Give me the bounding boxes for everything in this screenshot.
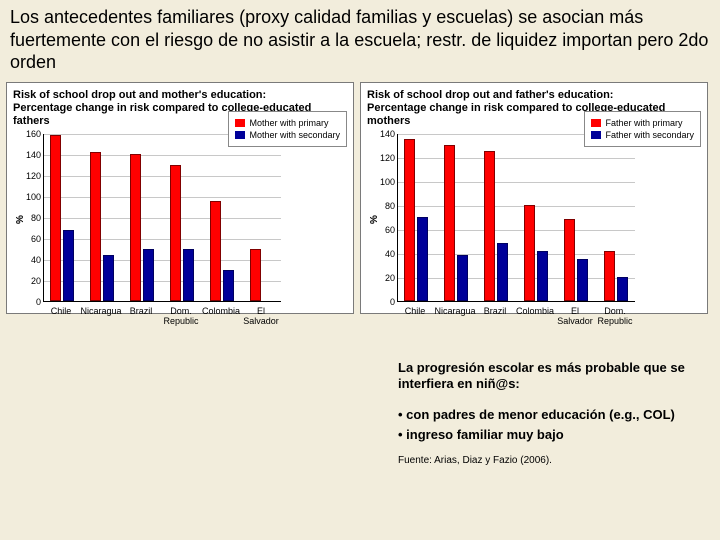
mother-chart-gridline: [44, 239, 281, 240]
mother-chart-gridline: [44, 281, 281, 282]
father-chart-gridline: [398, 158, 635, 159]
mother-chart-plot-area: %020406080100120140160ChileNicaraguaBraz…: [13, 134, 349, 338]
father-chart-bar: [457, 255, 468, 301]
mother-chart-xtick: Colombia: [199, 306, 243, 316]
father-chart-xtick: Brazil: [473, 306, 517, 316]
mother-chart-xtick: Chile: [39, 306, 83, 316]
notes-item: • con padres de menor educación (e.g., C…: [398, 407, 688, 423]
mother-chart-ytick: 80: [23, 213, 41, 223]
mother-chart-ytick: 40: [23, 255, 41, 265]
father-chart-bar: [524, 205, 535, 301]
father-chart-bar: [497, 243, 508, 301]
father-chart-bar: [404, 139, 415, 301]
mother-chart-gridline: [44, 176, 281, 177]
father-chart-xtick: Colombia: [513, 306, 557, 316]
mother-chart-bar: [50, 135, 61, 301]
father-chart-ytick: 80: [377, 201, 395, 211]
mother-chart-bar: [183, 249, 194, 302]
mother-chart-xtick: Brazil: [119, 306, 163, 316]
father-chart-bar: [617, 277, 628, 301]
mother-chart-legend: Mother with primary Mother with secondary: [228, 111, 347, 147]
mother-chart-ytick: 140: [23, 150, 41, 160]
father-chart-legend-label: Father with primary: [605, 118, 682, 128]
notes-item: • ingreso familiar muy bajo: [398, 427, 688, 443]
mother-chart-ytick: 60: [23, 234, 41, 244]
father-chart-bar: [577, 259, 588, 301]
father-chart-legend: Father with primary Father with secondary: [584, 111, 701, 147]
mother-chart-bar: [143, 249, 154, 302]
mother-chart-xtick: Dom. Republic: [159, 306, 203, 326]
father-chart-xtick: Chile: [393, 306, 437, 316]
mother-chart-bar: [170, 165, 181, 302]
mother-chart-bar: [250, 249, 261, 302]
father-chart-plot: [397, 134, 635, 302]
father-chart-ytick: 120: [377, 153, 395, 163]
father-chart-xtick: El Salvador: [553, 306, 597, 326]
mother-chart-bar: [130, 154, 141, 301]
father-chart-bar: [444, 145, 455, 301]
mother-chart-ytick: 20: [23, 276, 41, 286]
father-chart-ytick: 40: [377, 249, 395, 259]
father-chart-gridline: [398, 182, 635, 183]
father-chart-ytick: 20: [377, 273, 395, 283]
notes-heading: La progresión escolar es más probable qu…: [398, 360, 688, 393]
mother-chart-bar: [210, 201, 221, 301]
father-chart-ytick: 140: [377, 129, 395, 139]
mother-chart-legend-swatch: [235, 119, 245, 127]
father-chart-plot-area: %020406080100120140ChileNicaraguaBrazilC…: [367, 134, 703, 338]
mother-chart-gridline: [44, 218, 281, 219]
chart-father-education: Risk of school drop out and father's edu…: [360, 82, 708, 314]
mother-chart-ytick: 100: [23, 192, 41, 202]
father-chart-legend-swatch: [591, 131, 601, 139]
mother-chart-gridline: [44, 260, 281, 261]
mother-chart-bar: [90, 152, 101, 301]
mother-chart-legend-swatch: [235, 131, 245, 139]
mother-chart-legend-label: Mother with primary: [249, 118, 328, 128]
mother-chart-plot: [43, 134, 281, 302]
source-citation: Fuente: Arias, Diaz y Fazio (2006).: [398, 455, 688, 466]
mother-chart-bar: [103, 255, 114, 301]
page-title: Los antecedentes familiares (proxy calid…: [0, 0, 720, 82]
father-chart-title-line1: Risk of school drop out and father's edu…: [367, 89, 703, 102]
mother-chart-title-line1: Risk of school drop out and mother's edu…: [13, 89, 349, 102]
mother-chart-bar: [223, 270, 234, 302]
mother-chart-ytick: 160: [23, 129, 41, 139]
father-chart-gridline: [398, 254, 635, 255]
father-chart-xtick: Dom. Republic: [593, 306, 637, 326]
father-chart-bar: [564, 219, 575, 301]
mother-chart-legend-item: Mother with secondary: [235, 130, 340, 140]
father-chart-ytick: 100: [377, 177, 395, 187]
mother-chart-xtick: El Salvador: [239, 306, 283, 326]
father-chart-legend-item: Father with primary: [591, 118, 694, 128]
father-chart-legend-label: Father with secondary: [605, 130, 694, 140]
mother-chart-gridline: [44, 155, 281, 156]
notes-block: La progresión escolar es más probable qu…: [398, 360, 688, 466]
father-chart-bar: [537, 251, 548, 301]
father-chart-legend-item: Father with secondary: [591, 130, 694, 140]
charts-row: Risk of school drop out and mother's edu…: [0, 82, 720, 314]
chart-mother-education: Risk of school drop out and mother's edu…: [6, 82, 354, 314]
father-chart-gridline: [398, 206, 635, 207]
mother-chart-xtick: Nicaragua: [79, 306, 123, 316]
mother-chart-gridline: [44, 197, 281, 198]
mother-chart-legend-label: Mother with secondary: [249, 130, 340, 140]
father-chart-xtick: Nicaragua: [433, 306, 477, 316]
father-chart-gridline: [398, 278, 635, 279]
mother-chart-bar: [63, 230, 74, 301]
father-chart-ytick: 60: [377, 225, 395, 235]
father-chart-bar: [604, 251, 615, 301]
father-chart-bar: [484, 151, 495, 301]
father-chart-ylabel: %: [369, 215, 380, 224]
father-chart-gridline: [398, 230, 635, 231]
father-chart-legend-swatch: [591, 119, 601, 127]
father-chart-bar: [417, 217, 428, 301]
mother-chart-legend-item: Mother with primary: [235, 118, 340, 128]
mother-chart-ytick: 120: [23, 171, 41, 181]
